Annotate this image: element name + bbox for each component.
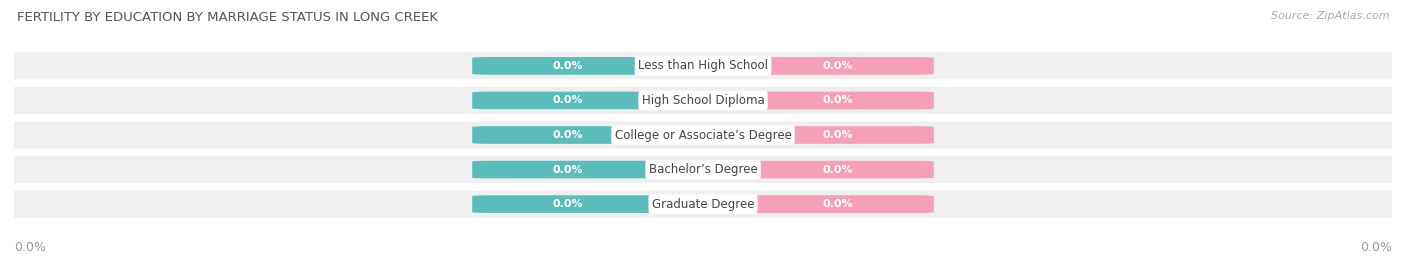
Text: 0.0%: 0.0% bbox=[823, 164, 853, 175]
FancyBboxPatch shape bbox=[0, 191, 1406, 218]
Text: FERTILITY BY EDUCATION BY MARRIAGE STATUS IN LONG CREEK: FERTILITY BY EDUCATION BY MARRIAGE STATU… bbox=[17, 11, 437, 24]
Text: 0.0%: 0.0% bbox=[1360, 241, 1392, 254]
FancyBboxPatch shape bbox=[0, 122, 1406, 148]
Text: 0.0%: 0.0% bbox=[553, 130, 583, 140]
FancyBboxPatch shape bbox=[472, 92, 713, 109]
Text: 0.0%: 0.0% bbox=[553, 199, 583, 209]
Text: 0.0%: 0.0% bbox=[553, 61, 583, 71]
FancyBboxPatch shape bbox=[0, 87, 1406, 114]
Text: 0.0%: 0.0% bbox=[553, 95, 583, 106]
Text: 0.0%: 0.0% bbox=[823, 95, 853, 106]
FancyBboxPatch shape bbox=[472, 126, 713, 144]
FancyBboxPatch shape bbox=[472, 161, 713, 178]
Text: 0.0%: 0.0% bbox=[553, 164, 583, 175]
FancyBboxPatch shape bbox=[0, 156, 1406, 183]
Text: Bachelor’s Degree: Bachelor’s Degree bbox=[648, 163, 758, 176]
FancyBboxPatch shape bbox=[0, 52, 1406, 79]
FancyBboxPatch shape bbox=[693, 57, 934, 75]
Text: Graduate Degree: Graduate Degree bbox=[652, 198, 754, 211]
Text: High School Diploma: High School Diploma bbox=[641, 94, 765, 107]
Text: Source: ZipAtlas.com: Source: ZipAtlas.com bbox=[1271, 11, 1389, 21]
Text: College or Associate’s Degree: College or Associate’s Degree bbox=[614, 129, 792, 141]
FancyBboxPatch shape bbox=[693, 161, 934, 178]
FancyBboxPatch shape bbox=[472, 57, 713, 75]
Text: 0.0%: 0.0% bbox=[14, 241, 46, 254]
FancyBboxPatch shape bbox=[693, 92, 934, 109]
Text: 0.0%: 0.0% bbox=[823, 130, 853, 140]
Text: Less than High School: Less than High School bbox=[638, 59, 768, 72]
Text: 0.0%: 0.0% bbox=[823, 199, 853, 209]
FancyBboxPatch shape bbox=[472, 195, 713, 213]
FancyBboxPatch shape bbox=[693, 195, 934, 213]
FancyBboxPatch shape bbox=[693, 126, 934, 144]
Text: 0.0%: 0.0% bbox=[823, 61, 853, 71]
